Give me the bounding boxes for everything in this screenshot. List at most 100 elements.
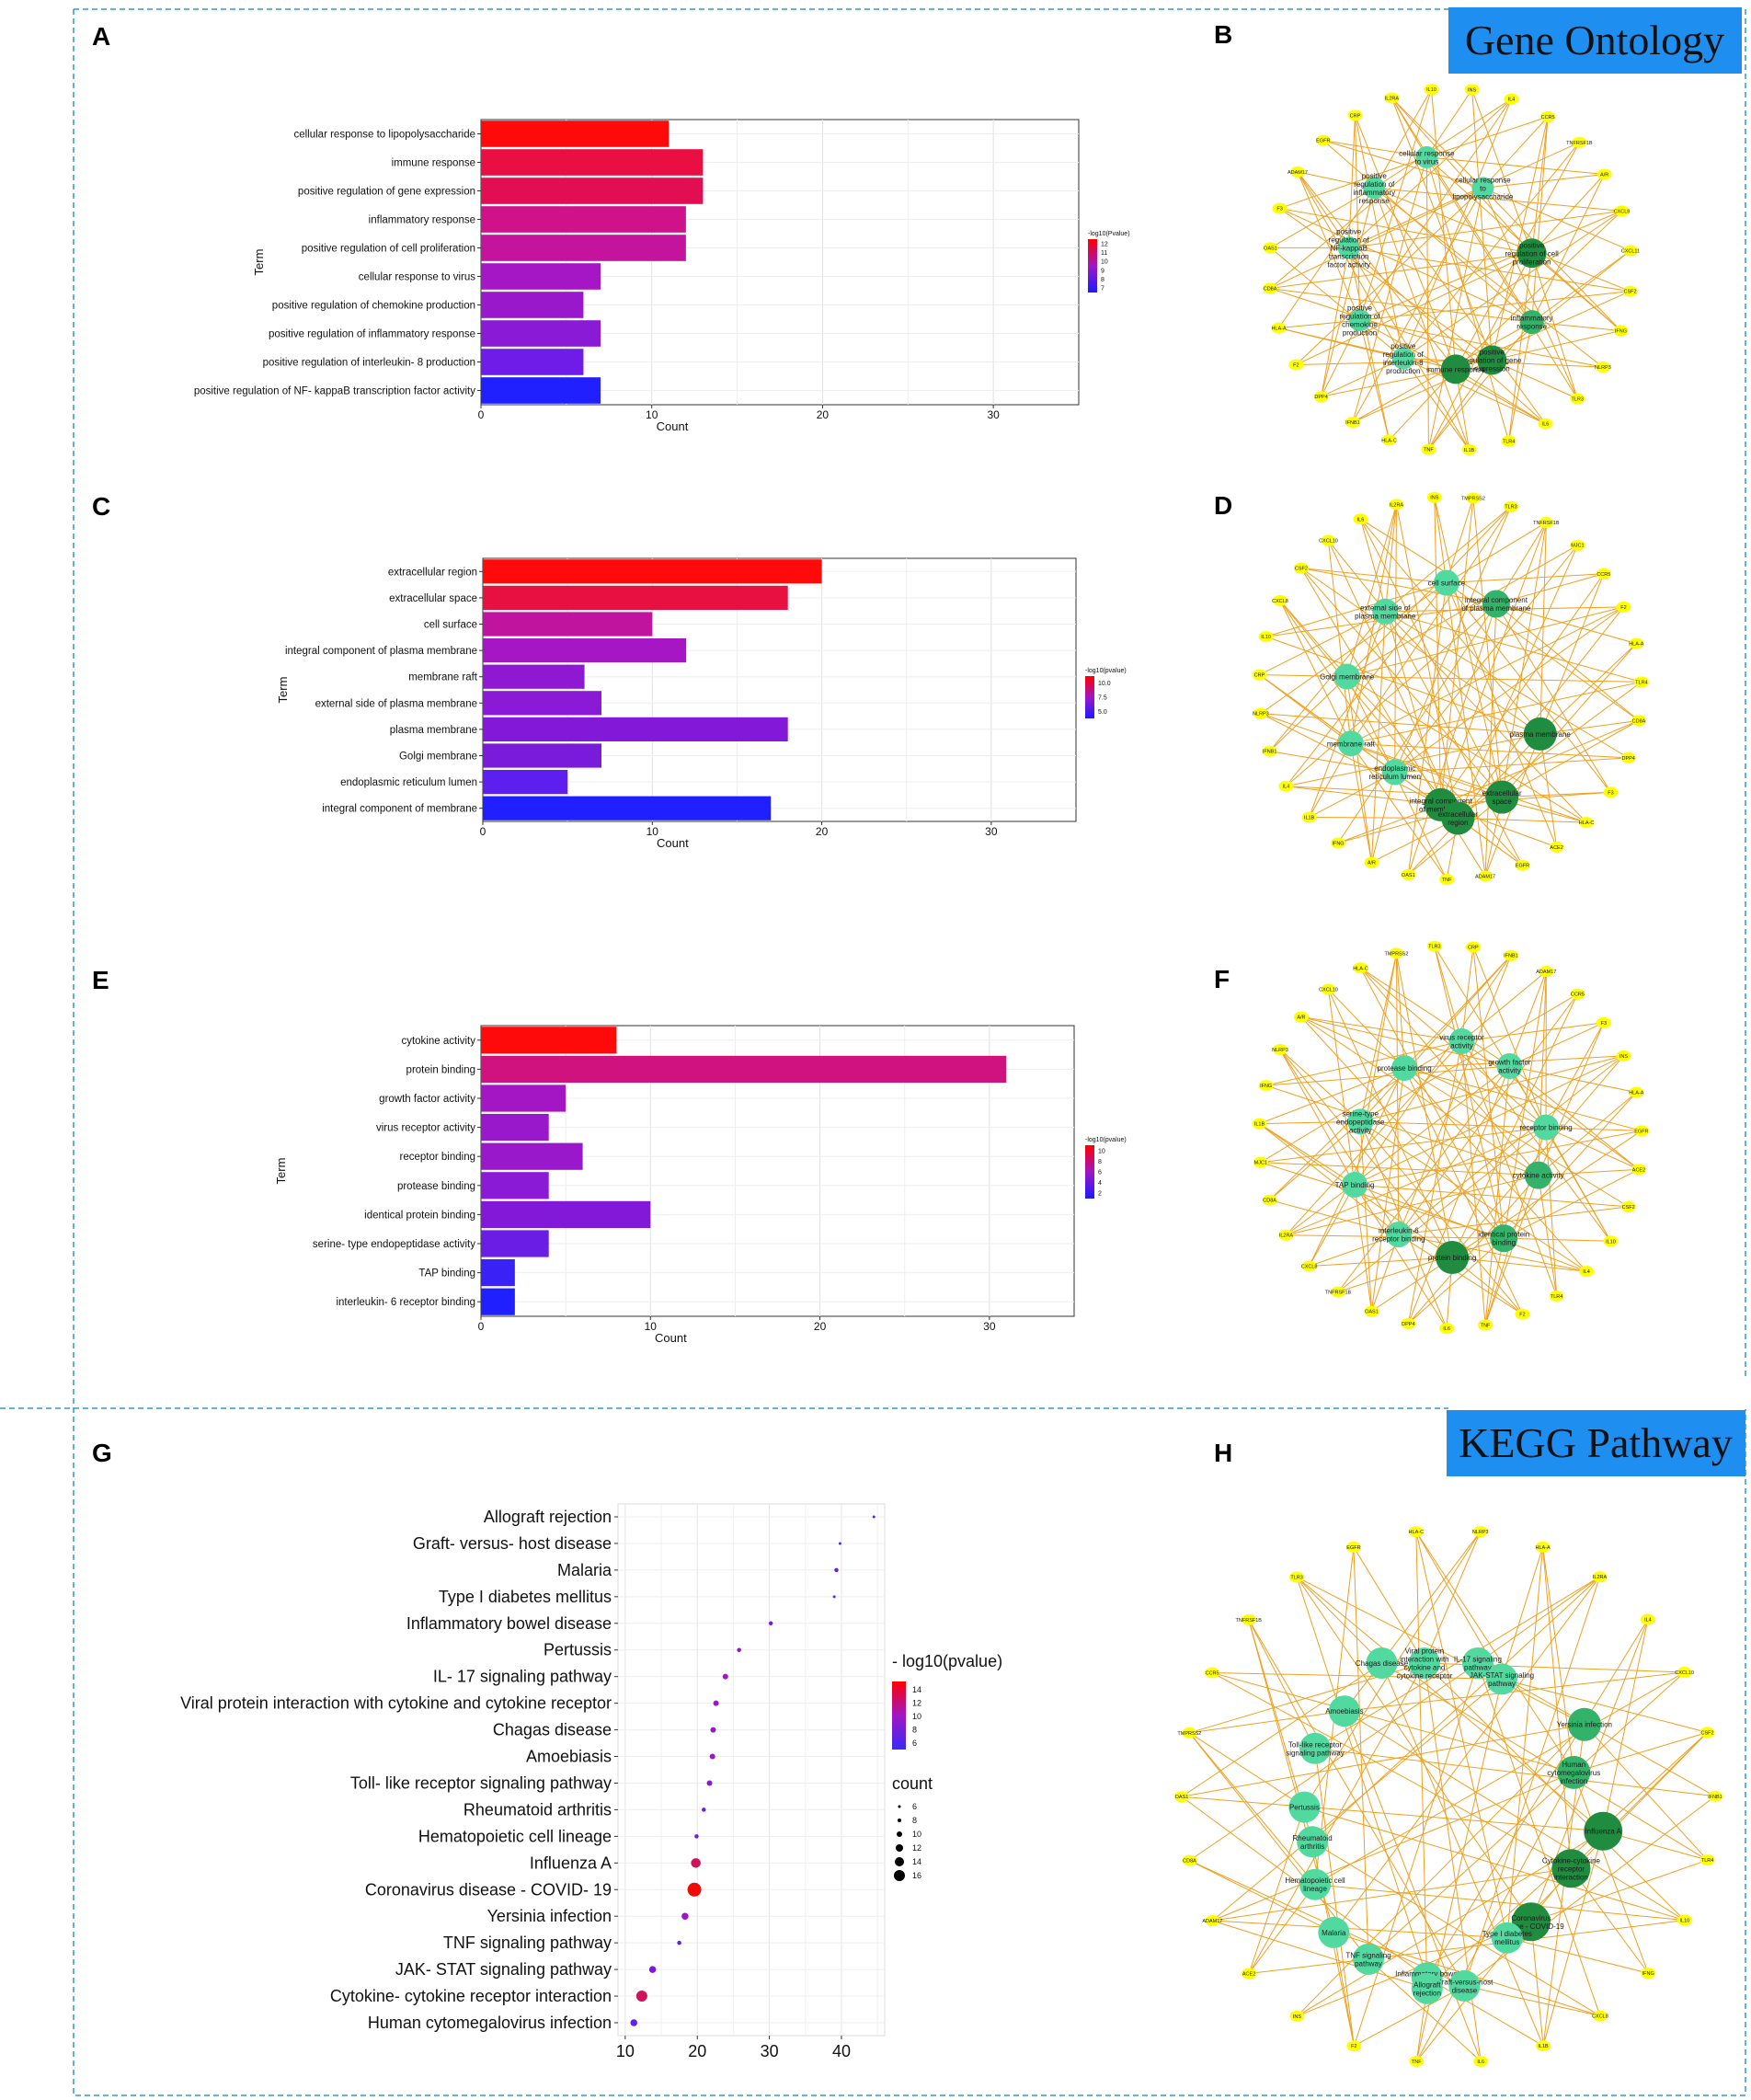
- pathway-label: TNF signaling pathway: [443, 1934, 612, 1952]
- legend-tick: 12: [1101, 241, 1108, 247]
- network-edge: [1398, 1055, 1624, 1235]
- network-edge: [1434, 946, 1462, 1042]
- gene-label: HLA-A: [1629, 642, 1644, 648]
- gene-label: IFNB1: [1345, 420, 1360, 426]
- gene-label: CRP: [1350, 113, 1361, 119]
- panel-letter-e: E: [92, 966, 109, 994]
- network-edge: [1384, 611, 1523, 866]
- data-point: [710, 1727, 716, 1733]
- gene-node: [1549, 841, 1564, 853]
- gene-label: IL2RA: [1279, 1234, 1294, 1239]
- term-label: positive regulation of cell proliferation: [1505, 241, 1559, 266]
- gene-label: EGFR: [1346, 1545, 1360, 1551]
- term-label: protein binding: [1428, 1254, 1476, 1262]
- network-edge: [1181, 1724, 1585, 1797]
- network-edge: [1374, 187, 1631, 293]
- gene-label: TNF: [1481, 1323, 1491, 1328]
- term-label-line: interleukin-8: [1383, 359, 1424, 367]
- network-edge: [1461, 1040, 1640, 1170]
- network-edge: [1464, 1796, 1716, 1987]
- gene-node: [1465, 941, 1481, 953]
- term-label: virus receptor activity: [1439, 1034, 1484, 1050]
- term-label: positive regulation of chemokine product…: [272, 301, 475, 312]
- network-edge: [1464, 1985, 1601, 2017]
- network-edge: [1373, 98, 1512, 189]
- y-axis-label: Term: [252, 249, 266, 276]
- pathway-label: Malaria: [557, 1561, 612, 1579]
- network-edge: [1354, 955, 1512, 1186]
- network-edge: [1492, 360, 1578, 399]
- legend-tick: 16: [912, 1871, 921, 1880]
- term-node: [1433, 569, 1459, 596]
- term-node: [1477, 345, 1507, 375]
- gene-node: [1622, 285, 1638, 297]
- network-edge: [1269, 187, 1483, 289]
- network-edge: [1482, 187, 1631, 251]
- network-edge: [1300, 568, 1497, 604]
- bar: [481, 235, 686, 261]
- network-edge: [1265, 582, 1447, 637]
- panel-letter-a: A: [92, 22, 110, 51]
- panel-letter-b: B: [1214, 20, 1232, 49]
- term-label-line: Toll-like receptor: [1288, 1740, 1343, 1749]
- gene-node: [1503, 500, 1518, 512]
- x-tick-label: 30: [761, 2042, 779, 2060]
- term-label: membrane raft: [1327, 740, 1376, 748]
- gene-node: [1613, 325, 1629, 337]
- gene-node: [1401, 1317, 1416, 1329]
- network-edge: [1286, 1175, 1539, 1236]
- term-label-line: regulation of: [1383, 350, 1425, 359]
- network-edge: [1471, 89, 1533, 254]
- network-edge: [1328, 989, 1453, 1258]
- network-edge: [1446, 573, 1604, 584]
- gene-node: [1461, 443, 1477, 455]
- term-label: integral component of membrane: [1410, 797, 1473, 813]
- network-edge: [1259, 611, 1386, 676]
- network-edge: [1300, 568, 1541, 735]
- term-node: [1557, 1755, 1591, 1789]
- data-point: [694, 1834, 699, 1839]
- x-tick-label: 10: [647, 825, 659, 838]
- gene-label: CXCL8: [1272, 599, 1288, 604]
- network-edge: [1407, 582, 1448, 875]
- pathway-label: Pertussis: [544, 1641, 612, 1659]
- network-edge: [1408, 1237, 1505, 1325]
- legend-tick: 4: [1098, 1180, 1102, 1187]
- network-edge: [1451, 993, 1578, 1258]
- term-label-line: pathway: [1488, 1680, 1516, 1688]
- pathway-label: Amoebiasis: [526, 1748, 612, 1766]
- term-node: [1391, 347, 1414, 370]
- term-node: [1318, 1916, 1350, 1948]
- network-edge: [1501, 643, 1637, 798]
- term-label-line: cytomegalovirus: [1547, 1769, 1600, 1777]
- network-edge: [1350, 743, 1448, 880]
- gene-node: [1289, 1571, 1305, 1583]
- network-edge: [1381, 1662, 1708, 1861]
- gene-node: [1631, 715, 1646, 727]
- pathway-label: Toll- like receptor signaling pathway: [350, 1773, 612, 1792]
- network-edge: [1385, 611, 1629, 759]
- network-edge: [1337, 1065, 1510, 1292]
- legend-tick: 12: [912, 1699, 921, 1708]
- network-edge: [1461, 1022, 1604, 1042]
- network-edge: [1373, 188, 1546, 424]
- gene-label: IL10: [1426, 87, 1436, 93]
- term-label: cellular response to virus: [359, 272, 475, 283]
- term-label-line: regulation of gene: [1462, 357, 1522, 365]
- network-edge: [1297, 171, 1457, 370]
- network-edge: [1348, 210, 1622, 248]
- gene-label: NLRP3: [1595, 365, 1611, 371]
- network-edge: [1455, 368, 1546, 425]
- gene-label: INS: [1293, 2014, 1302, 2020]
- gene-node: [1633, 1125, 1649, 1137]
- term-label: positive regulation of interleukin- 8 pr…: [263, 358, 475, 369]
- network-edge: [1300, 1016, 1505, 1239]
- network-edge: [1501, 1546, 1544, 1680]
- gene-node: [1595, 361, 1610, 373]
- network-edge: [1297, 171, 1360, 321]
- term-node: [1381, 759, 1408, 786]
- pathway-label: Rheumatoid arthritis: [464, 1800, 612, 1819]
- term-label-line: interaction with: [1400, 1656, 1448, 1664]
- network-edge: [1359, 319, 1604, 368]
- legend-tick: 2: [1098, 1191, 1102, 1198]
